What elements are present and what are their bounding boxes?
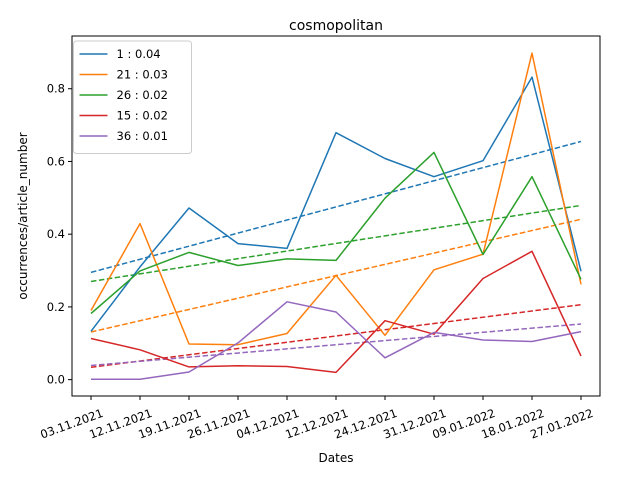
y-tick-label: 0.0 — [47, 373, 65, 387]
legend-entry: 15 : 0.02 — [117, 109, 168, 123]
legend-box — [73, 40, 192, 154]
y-axis-label: occurrences/article_number — [16, 132, 30, 299]
series-line-5 — [91, 301, 582, 381]
trend-line-series-4 — [90, 303, 582, 369]
chart-title: cosmopolitan — [289, 18, 383, 34]
series-lines — [90, 52, 582, 381]
plot-frame — [71, 35, 601, 397]
trend-line-series-3 — [90, 204, 582, 283]
series-line-2 — [90, 52, 582, 346]
x-axis-label: Dates — [319, 451, 354, 465]
trend-line-series-5 — [90, 323, 582, 367]
trend-line-series-1 — [90, 140, 582, 274]
y-tick-label: 0.4 — [47, 227, 65, 241]
y-tick-label: 0.8 — [47, 82, 65, 96]
series-line-4 — [90, 250, 582, 374]
series-line-3 — [90, 151, 582, 315]
legend-entry: 21 : 0.03 — [117, 68, 168, 82]
y-tick-label: 0.2 — [47, 300, 65, 314]
legend: 1 : 0.04 21 : 0.03 26 : 0.02 15 : 0.02 36 : … — [73, 40, 192, 154]
legend-entry: 1 : 0.04 — [117, 47, 161, 61]
legend-entry: 26 : 0.02 — [117, 88, 168, 102]
y-tick-label: 0.6 — [47, 154, 65, 168]
legend-entry: 36 : 0.01 — [117, 129, 168, 143]
series-line-1 — [90, 76, 582, 332]
